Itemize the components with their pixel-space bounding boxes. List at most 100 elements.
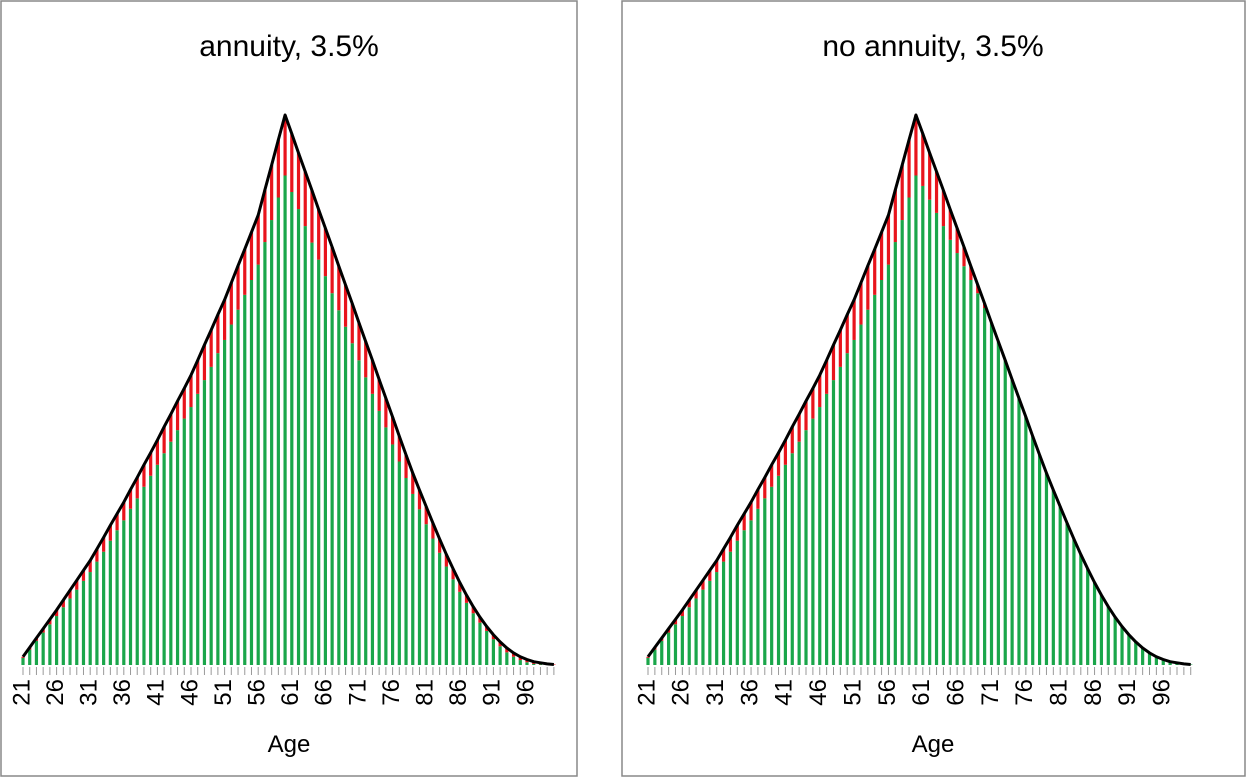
bar-segment: [451, 568, 455, 580]
bar-segment: [417, 490, 422, 510]
bar-segment: [81, 570, 86, 581]
bar-segment: [223, 339, 227, 665]
bar-segment: [673, 624, 678, 665]
bar-segment: [68, 598, 72, 665]
bar-segment: [797, 414, 801, 442]
bar-segment: [149, 452, 153, 476]
total-line: [646, 113, 1191, 666]
bar-segment: [1092, 582, 1097, 665]
bar-segment: [135, 477, 139, 499]
bar-segment: [749, 520, 753, 665]
x-tick-label: 31: [76, 679, 103, 706]
bar-segment: [783, 440, 787, 465]
x-tick-label: 61: [277, 679, 304, 706]
bar-segment: [680, 610, 684, 617]
bar-segment: [900, 220, 904, 666]
bar-segment: [464, 595, 469, 603]
bar-segment: [701, 589, 705, 665]
x-tick-label: 51: [839, 679, 866, 706]
bar-segment: [478, 617, 482, 623]
x-tick-label: 41: [771, 679, 798, 706]
bar-segment: [370, 360, 375, 394]
bar-segment: [189, 375, 193, 408]
bar-segment: [357, 360, 361, 665]
bar-segment: [1168, 661, 1172, 665]
bar-segment: [102, 551, 106, 665]
bar-segment: [721, 561, 726, 665]
bar-segment: [742, 530, 746, 665]
bar-segment: [1147, 652, 1152, 665]
bar-segment: [653, 649, 657, 665]
bar-segment: [216, 353, 220, 665]
bar-segment: [756, 508, 760, 665]
bar-segment: [28, 649, 32, 665]
bar-segment: [715, 572, 719, 665]
x-tick-label: 26: [42, 679, 69, 706]
bar-segment: [21, 657, 25, 665]
bar-segment: [182, 388, 186, 419]
bar-segment: [983, 308, 987, 665]
bar-segment: [838, 366, 842, 665]
bar-segment: [646, 657, 650, 665]
bar-segment: [907, 139, 911, 198]
x-tick-label: 41: [143, 679, 170, 706]
bar-segment: [404, 478, 408, 665]
bar-segment: [444, 554, 448, 567]
bar-segment: [444, 566, 448, 665]
bar-segment: [1072, 539, 1076, 665]
bar-segment: [928, 152, 932, 200]
bar-segment: [715, 560, 719, 573]
x-tick-label: 51: [210, 679, 237, 706]
x-tick-label: 46: [176, 679, 203, 706]
bar-segment: [989, 322, 994, 665]
bar-segment: [1044, 473, 1049, 665]
bar-segment: [370, 393, 375, 665]
bar-segment: [1017, 398, 1021, 665]
bar-segment: [955, 253, 959, 666]
bar-segment: [317, 209, 321, 260]
bar-segment: [518, 660, 522, 665]
bar-segment: [1079, 554, 1083, 665]
bar-segment: [142, 464, 146, 487]
bar-segment: [343, 284, 348, 327]
bar-segment: [61, 607, 65, 665]
bar-segment: [270, 220, 274, 666]
bar-segment: [229, 282, 233, 325]
bar-segment: [1161, 659, 1165, 665]
total-line: [21, 113, 555, 666]
x-tick-label: 21: [633, 679, 660, 706]
bar-segment: [411, 473, 415, 494]
x-tick-label: 91: [479, 679, 506, 706]
bar-segment: [169, 414, 173, 442]
bar-segment: [859, 282, 863, 325]
bar-segment: [236, 265, 240, 310]
bar-segment: [55, 616, 59, 665]
bar-segment: [34, 640, 39, 665]
bar-segment: [694, 590, 698, 599]
bar-segment: [303, 171, 307, 227]
bar-segment: [357, 322, 361, 361]
bar-segment: [337, 266, 341, 311]
bar-segment: [68, 590, 72, 599]
bar-segment: [276, 197, 280, 665]
bar-segment: [776, 452, 781, 476]
x-tick-label: 31: [702, 679, 729, 706]
bar-segment: [1010, 379, 1014, 665]
bar-segment: [728, 537, 733, 552]
bar-segment: [88, 572, 92, 665]
bar-segment: [518, 656, 522, 661]
bar-segment: [1003, 360, 1007, 665]
bar-segment: [825, 360, 829, 394]
bar-segment: [900, 165, 904, 221]
bar-segment: [330, 247, 334, 294]
bar-segment: [687, 600, 691, 608]
bar-segment: [243, 249, 247, 295]
bar-segment: [323, 228, 327, 277]
bar-segment: [818, 375, 822, 408]
bar-segment: [962, 266, 966, 665]
bar-segment: [491, 634, 495, 640]
chart-title: annuity, 3.5%: [199, 30, 379, 63]
bar-segment: [115, 513, 119, 531]
bar-segment: [108, 525, 112, 541]
